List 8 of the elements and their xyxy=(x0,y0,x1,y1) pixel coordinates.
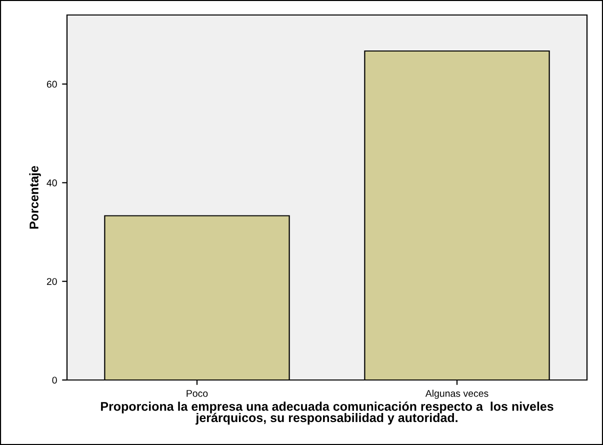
x-axis-title: Proporciona la empresa una adecuada comunicación respecto a los niveles jerárquicos, su responsabilidad y autoridad. xyxy=(101,402,554,425)
y-axis-title: Porcentaje xyxy=(29,166,41,229)
y-tick-label: 20 xyxy=(46,278,57,285)
x-tick-label: Algunas veces xyxy=(425,390,488,399)
y-tick-label: 40 xyxy=(46,179,57,186)
x-tick-label: Poco xyxy=(186,390,208,397)
y-tick-label: 60 xyxy=(46,80,57,88)
y-tick-label: 0 xyxy=(52,376,57,384)
